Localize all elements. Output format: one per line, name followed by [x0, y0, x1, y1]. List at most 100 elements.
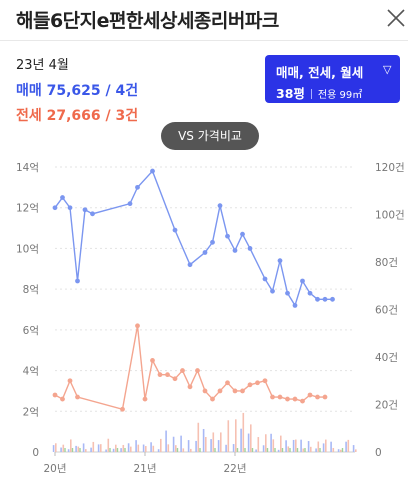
- volume-bar: [225, 444, 227, 452]
- volume-bar: [135, 440, 137, 452]
- volume-bar: [182, 448, 185, 452]
- compare-button[interactable]: VS 가격비교: [161, 122, 259, 150]
- y-right-tick-label: 0: [375, 447, 382, 459]
- volume-bar: [165, 430, 167, 452]
- data-point: [262, 378, 268, 384]
- volume-bar: [232, 444, 235, 452]
- volume-bar: [116, 448, 119, 452]
- data-point: [307, 392, 313, 398]
- data-point: [225, 380, 230, 386]
- data-point: [322, 394, 328, 400]
- y-left-tick-label: 4억: [23, 366, 39, 378]
- volume-bar: [55, 443, 57, 452]
- price-lines: [52, 168, 335, 412]
- y-right-tick-label: 80건: [375, 257, 398, 269]
- volume-bar: [220, 432, 222, 452]
- volume-bar: [330, 441, 332, 452]
- volume-bar: [242, 412, 245, 452]
- volume-bar: [317, 441, 320, 452]
- volume-bar: [270, 433, 272, 452]
- volume-bar: [107, 438, 110, 452]
- data-point: [82, 207, 88, 213]
- volume-bar: [180, 435, 182, 452]
- volume-bar: [251, 448, 254, 452]
- data-point: [187, 262, 193, 268]
- data-point: [322, 296, 328, 302]
- data-point: [67, 205, 73, 211]
- data-point: [135, 323, 140, 329]
- deal-filter-button[interactable]: 매매, 전세, 월세 ▽ 38평 전용 99㎡: [265, 55, 400, 103]
- jeonse-summary: 전세 27,666 / 3건: [16, 108, 139, 124]
- data-point: [300, 278, 305, 284]
- volume-bar: [152, 445, 155, 452]
- volume-bar: [235, 419, 237, 452]
- volume-bar: [332, 447, 335, 452]
- volume-bar: [295, 439, 297, 452]
- volume-bar: [247, 433, 250, 452]
- volume-bar: [71, 448, 74, 452]
- volume-bar: [92, 441, 95, 452]
- y-right-tick-label: 20건: [375, 400, 398, 412]
- volume-bar: [190, 448, 192, 452]
- volume-bar: [289, 448, 291, 452]
- chart-grid: [55, 166, 355, 453]
- volume-bar: [304, 448, 306, 452]
- data-point: [217, 203, 223, 209]
- volume-bar: [285, 440, 287, 452]
- page-title: 해들6단지e편한세상세종리버파크: [16, 10, 279, 32]
- data-point: [210, 239, 215, 245]
- volume-bar: [127, 443, 130, 452]
- volume-bar: [52, 445, 55, 452]
- volume-bar: [274, 448, 276, 452]
- volume-bar: [300, 439, 302, 452]
- y-right-tick-label: 60건: [375, 305, 398, 317]
- y-left-tick-label: 10억: [16, 243, 39, 255]
- volume-bar: [307, 441, 310, 452]
- close-icon[interactable]: [384, 6, 408, 30]
- volume-bar: [281, 448, 284, 452]
- volume-bar: [150, 442, 152, 452]
- volume-bar: [172, 436, 175, 452]
- pyeong-label: 38평: [276, 86, 305, 101]
- volume-bar: [60, 447, 62, 452]
- volume-bar: [210, 439, 212, 452]
- data-point: [180, 368, 185, 373]
- data-point: [135, 184, 140, 190]
- volume-bar: [120, 448, 122, 452]
- volume-bar: [287, 446, 290, 452]
- volume-bar: [322, 443, 325, 452]
- volume-bar: [341, 448, 344, 452]
- data-point: [270, 394, 275, 400]
- data-point: [315, 296, 320, 302]
- data-point: [202, 388, 208, 394]
- volume-bar: [70, 439, 72, 452]
- volume-bar: [310, 446, 312, 452]
- y-right-tick-label: 100건: [375, 210, 405, 222]
- volume-bar: [90, 447, 92, 452]
- volume-bar: [82, 443, 85, 452]
- data-point: [127, 201, 133, 207]
- data-point: [292, 396, 298, 402]
- volume-bar: [62, 444, 65, 452]
- volume-bar: [205, 437, 207, 452]
- volume-bar: [280, 435, 282, 452]
- volume-bar: [347, 439, 350, 452]
- data-point: [90, 211, 95, 217]
- data-point: [240, 231, 245, 237]
- volume-bar: [75, 445, 77, 452]
- volume-bar: [212, 432, 215, 452]
- separator: [310, 88, 312, 99]
- data-point: [75, 278, 80, 284]
- data-point: [157, 372, 163, 378]
- deal-types-label: 매매, 전세, 월세: [276, 65, 364, 80]
- volume-bar: [137, 444, 140, 452]
- volume-bar: [272, 439, 275, 452]
- volume-bar: [217, 440, 220, 452]
- data-point: [300, 398, 305, 404]
- y-left-tick-label: 14억: [16, 162, 39, 174]
- volume-bar: [340, 449, 342, 452]
- data-point: [202, 250, 208, 255]
- volume-bar: [100, 444, 102, 452]
- volume-bar: [319, 448, 321, 452]
- area-label: 전용 99㎡: [317, 90, 363, 101]
